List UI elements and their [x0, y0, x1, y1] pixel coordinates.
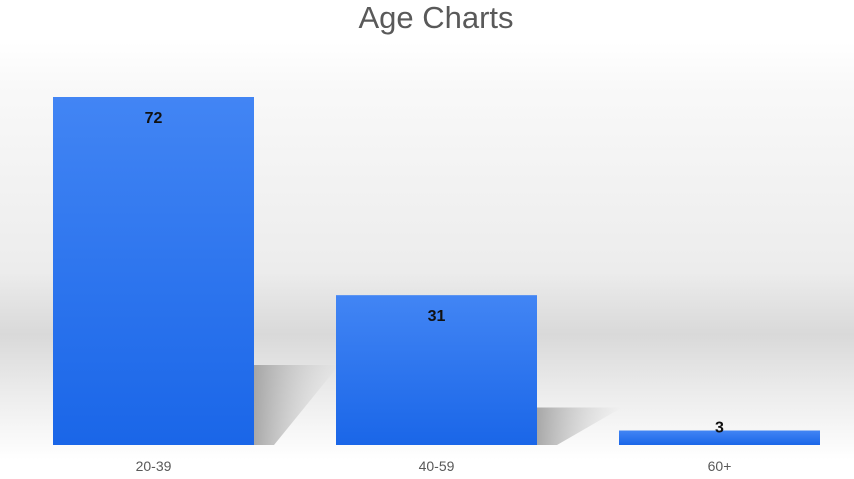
- bars: [53, 97, 820, 445]
- x-tick-label: 20-39: [136, 458, 172, 474]
- x-tick-label: 60+: [708, 458, 732, 474]
- data-label: 72: [145, 110, 163, 127]
- data-labels: 72 31 3: [145, 110, 724, 437]
- x-tick-label: 40-59: [419, 458, 455, 474]
- data-label: 3: [715, 420, 724, 437]
- bar-shadows: [254, 365, 622, 445]
- bar-shadow: [254, 365, 339, 445]
- chart-title: Age Charts: [358, 0, 513, 35]
- bar-40-59: [336, 295, 537, 445]
- bar-shadow: [537, 407, 622, 445]
- bar-20-39: [53, 97, 254, 445]
- bar-60+: [619, 430, 820, 445]
- data-label: 31: [428, 308, 446, 325]
- x-axis-tick-labels: 20-39 40-59 60+: [136, 458, 732, 474]
